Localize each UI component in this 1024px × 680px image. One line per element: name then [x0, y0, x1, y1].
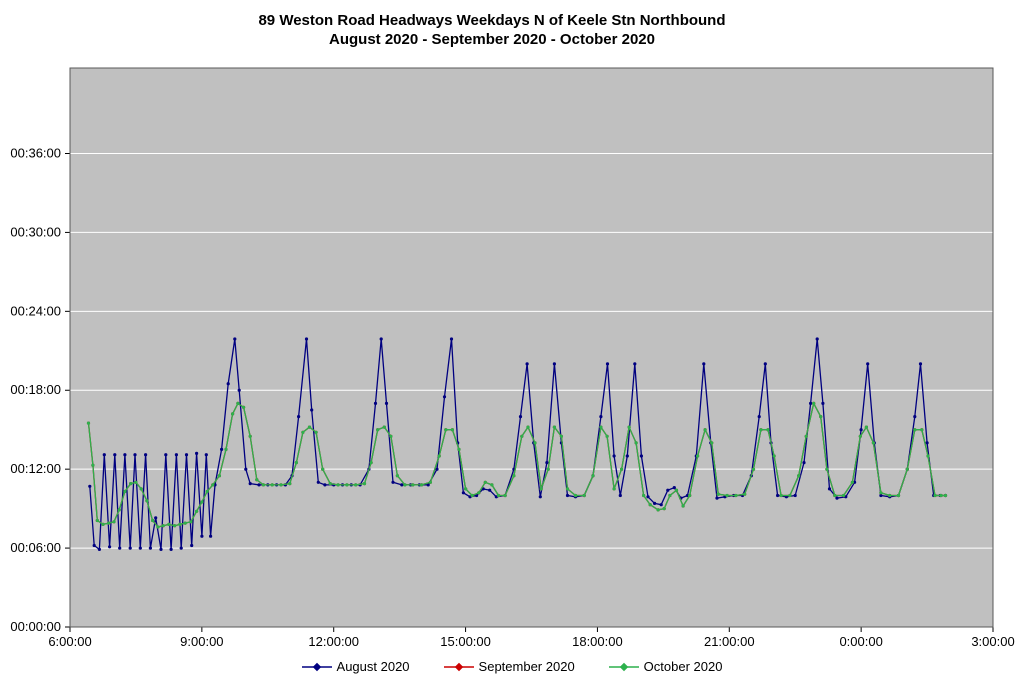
- legend-item-september: September 2020: [443, 659, 575, 674]
- legend-item-october: October 2020: [608, 659, 723, 674]
- svg-text:00:36:00: 00:36:00: [10, 145, 61, 160]
- y-axis: 00:00:00 00:06:00 00:12:00 00:18:00 00:24:00…: [10, 145, 70, 634]
- chart-title-line1: 89 Weston Road Headways Weekdays N of Ke…: [258, 12, 726, 29]
- svg-text:00:06:00: 00:06:00: [10, 540, 61, 555]
- legend-swatch-october: [608, 662, 639, 671]
- svg-text:6:00:00: 6:00:00: [48, 634, 91, 649]
- legend-swatch-september: [443, 662, 474, 671]
- legend-label-october: October 2020: [643, 659, 723, 674]
- svg-text:9:00:00: 9:00:00: [180, 634, 223, 649]
- svg-text:18:00:00: 18:00:00: [572, 634, 623, 649]
- gridlines: [70, 152, 993, 549]
- svg-text:0:00:00: 0:00:00: [839, 634, 882, 649]
- legend-swatch-august: [301, 662, 332, 671]
- chart-legend: August 2020 September 2020 October 2020: [0, 659, 1024, 674]
- svg-text:15:00:00: 15:00:00: [440, 634, 491, 649]
- svg-text:00:18:00: 00:18:00: [10, 382, 61, 397]
- svg-text:12:00:00: 12:00:00: [308, 634, 359, 649]
- plot-border: [69, 67, 994, 628]
- plot-area: [70, 68, 993, 627]
- series-october-2020: [86, 401, 948, 529]
- svg-text:00:12:00: 00:12:00: [10, 461, 61, 476]
- svg-text:3:00:00: 3:00:00: [971, 634, 1014, 649]
- chart-title: 89 Weston Road Headways Weekdays N of Ke…: [0, 12, 984, 50]
- svg-text:00:24:00: 00:24:00: [10, 303, 61, 318]
- chart-title-line2: August 2020 - September 2020 - October 2…: [329, 30, 655, 48]
- legend-item-august: August 2020: [301, 659, 410, 674]
- legend-label-august: August 2020: [336, 659, 410, 674]
- x-axis: 6:00:00 9:00:00 12:00:00 15:00:00 18:00:00 21…: [48, 627, 1015, 649]
- legend-label-september: September 2020: [478, 659, 575, 674]
- svg-text:21:00:00: 21:00:00: [704, 634, 755, 649]
- svg-text:00:00:00: 00:00:00: [10, 619, 61, 634]
- svg-text:00:30:00: 00:30:00: [10, 224, 61, 239]
